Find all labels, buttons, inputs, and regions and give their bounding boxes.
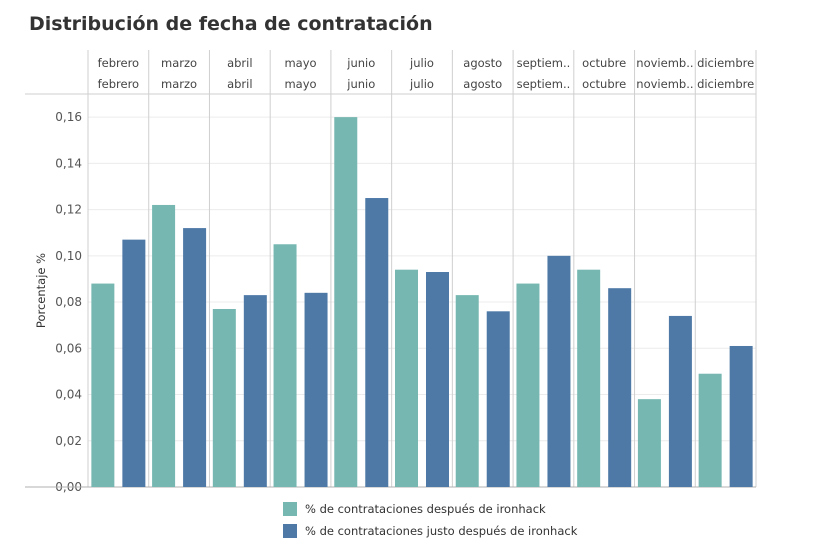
bar-after-diciembre	[698, 373, 722, 487]
y-axis-title: Porcentaje %	[34, 253, 48, 328]
column-header-row1: septiem..	[517, 56, 571, 70]
bar-after-febrero	[91, 283, 115, 487]
column-header-row1: abril	[227, 56, 252, 70]
bar-just-after-mayo	[304, 292, 328, 487]
y-tick-label: 0,02	[55, 434, 82, 448]
column-header-row1: junio	[346, 56, 375, 70]
bar-just-after-diciembre	[729, 345, 753, 487]
bar-after-junio	[334, 117, 358, 487]
column-header-row1: noviemb..	[636, 56, 693, 70]
legend-swatch-just-after	[283, 524, 297, 538]
y-tick-label: 0,14	[55, 156, 82, 170]
column-header-row1: diciembre	[697, 56, 754, 70]
column-header-row2: marzo	[161, 77, 197, 91]
column-header-row1: marzo	[161, 56, 197, 70]
column-header-row1: febrero	[98, 56, 140, 70]
legend-item-after: % de contrataciones después de ironhack	[283, 498, 577, 520]
legend-swatch-after	[283, 502, 297, 516]
y-tick-label: 0,10	[55, 249, 82, 263]
bar-just-after-abril	[243, 295, 267, 487]
column-header-row2: febrero	[98, 77, 140, 91]
column-header-row2: agosto	[463, 77, 502, 91]
column-header-row1: octubre	[582, 56, 626, 70]
bar-just-after-julio	[426, 272, 449, 487]
bar-just-after-agosto	[486, 311, 510, 487]
legend: % de contrataciones después de ironhack …	[283, 498, 577, 542]
column-header-row2: octubre	[582, 77, 626, 91]
column-header-row2: julio	[409, 77, 434, 91]
y-tick-label: 0,06	[55, 341, 82, 355]
bar-after-abril	[212, 308, 236, 487]
column-header-row1: agosto	[463, 56, 502, 70]
bar-just-after-septiembre	[547, 255, 571, 487]
bar-after-octubre	[577, 269, 601, 487]
column-header-row2: septiem..	[517, 77, 571, 91]
bar-just-after-junio	[365, 198, 389, 487]
bar-just-after-noviembre	[668, 315, 692, 487]
bar-after-noviembre	[637, 399, 661, 487]
y-tick-label: 0,08	[55, 295, 82, 309]
column-header-row2: diciembre	[697, 77, 754, 91]
column-header-row1: julio	[409, 56, 434, 70]
bar-after-marzo	[152, 204, 176, 487]
column-header-row2: mayo	[284, 77, 316, 91]
bar-after-julio	[395, 269, 418, 487]
y-tick-label: 0,04	[55, 388, 82, 402]
legend-label-after: % de contrataciones después de ironhack	[305, 502, 546, 516]
column-header-row2: junio	[346, 77, 375, 91]
y-tick-label: 0,16	[55, 110, 82, 124]
bar-after-septiembre	[516, 283, 540, 487]
bar-after-agosto	[455, 295, 479, 487]
y-tick-label: 0,12	[55, 203, 82, 217]
column-header-row2: noviemb..	[636, 77, 693, 91]
bar-just-after-octubre	[608, 288, 632, 487]
legend-item-just-after: % de contrataciones justo después de iro…	[283, 520, 577, 542]
bar-after-mayo	[273, 244, 297, 487]
bar-just-after-marzo	[183, 228, 207, 488]
chart-title: Distribución de fecha de contratación	[29, 13, 433, 35]
column-header-row1: mayo	[284, 56, 316, 70]
legend-label-just-after: % de contrataciones justo después de iro…	[305, 524, 578, 538]
column-header-row2: abril	[227, 77, 252, 91]
bar-just-after-febrero	[122, 239, 146, 487]
